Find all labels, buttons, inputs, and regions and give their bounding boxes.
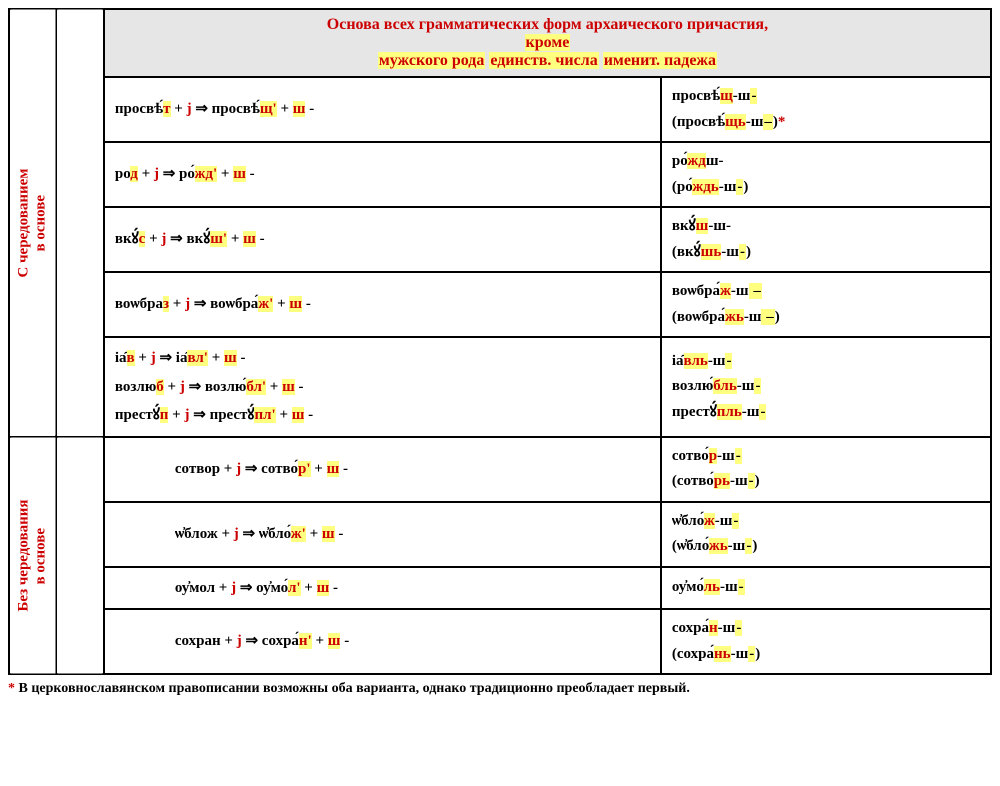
result-cell: сохра́н-ш-(сохра́нь-ш-) [661,609,991,674]
section-label-with-alternation: С чередованиемв основе [9,9,56,437]
section-label-without-alternation-inner [56,437,103,675]
result-cell: воѡбра́ж-ш –(воѡбра́жь-ш –) [661,272,991,337]
result-cell: просвѣ́щ-ш-(просвѣ́щь-ш–)* [661,77,991,142]
footnote-text: В церковнославянском правописании возмож… [15,681,690,696]
formula-cell: просвѣ́т + j ⇒ просвѣ́щ' + ш - [104,77,661,142]
footnote-star: * [8,681,15,696]
formula-cell: вкꙋ́с + j ⇒ вкꙋ́ш' + ш - [104,207,661,272]
result-cell: сотво́р-ш-(сотво́рь-ш-) [661,437,991,502]
section-label-without-alternation: Без чередованияв основе [9,437,56,675]
formula-cell: сотвор + j ⇒ сотво́р' + ш - [104,437,661,502]
result-cell: оу҆мо́ль-ш- [661,567,991,610]
formula-cell: воѡбраз + j ⇒ воѡбра́ж' + ш - [104,272,661,337]
result-cell: ро́ждш-(ро́ждь-ш-) [661,142,991,207]
footnote: * В церковнославянском правописании возм… [8,681,992,697]
formula-cell: оу҆мол + j ⇒ оу҆мо́л' + ш - [104,567,661,610]
formula-cell: сохран + j ⇒ сохра́н' + ш - [104,609,661,674]
result-cell: вкꙋ́ш-ш-(вкꙋ́шь-ш-) [661,207,991,272]
formula-cell: род + j ⇒ ро́жд' + ш - [104,142,661,207]
table-header: Основа всех грамматических форм архаичес… [104,9,991,77]
formula-cell: іа̑в + j ⇒ іа̑вл' + ш -возлюб + j ⇒ возл… [104,337,661,437]
section-label-with-alternation-inner [56,9,103,437]
grammar-table: С чередованиемв основе Основа всех грамма… [8,8,992,675]
result-cell: іа̑вль-ш-возлю́бль-ш-престꙋ́пль-ш- [661,337,991,437]
formula-cell: ѡ҆блож + j ⇒ ѡ҆бло́ж' + ш - [104,502,661,567]
result-cell: ѡ҆бло́ж-ш-(ѡ҆бло́жь-ш-) [661,502,991,567]
